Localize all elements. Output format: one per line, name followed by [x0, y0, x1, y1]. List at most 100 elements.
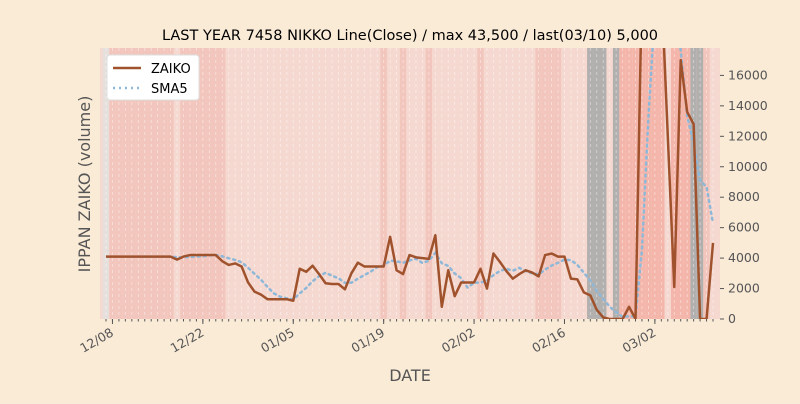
day-band	[225, 48, 232, 319]
day-band	[206, 48, 213, 319]
y-tick-label: 10000	[728, 159, 768, 174]
y-tick-label: 12000	[728, 128, 768, 143]
day-band	[464, 48, 471, 319]
day-band	[658, 48, 665, 319]
day-band	[257, 48, 265, 319]
day-band	[173, 48, 181, 319]
day-band	[335, 48, 342, 319]
day-band	[322, 48, 329, 319]
day-band	[548, 48, 555, 319]
day-band	[496, 48, 504, 319]
y-tick-label: 4000	[728, 250, 760, 265]
day-band	[128, 48, 136, 319]
day-band	[593, 48, 600, 319]
day-band	[160, 48, 168, 319]
day-band	[541, 48, 549, 319]
day-band	[483, 48, 491, 319]
day-band	[638, 48, 646, 319]
x-axis-label: DATE	[389, 366, 431, 385]
chart-title: LAST YEAR 7458 NIKKO Line(Close) / max 4…	[162, 28, 658, 44]
x-tick-label: 12/22	[168, 325, 207, 356]
sma5-line	[130, 48, 715, 319]
day-band	[412, 48, 420, 319]
day-band	[690, 48, 697, 319]
day-band	[315, 48, 323, 319]
day-band	[251, 48, 258, 319]
y-tick-label: 16000	[728, 67, 768, 82]
day-band	[425, 48, 433, 319]
day-band	[406, 48, 413, 319]
x-tick-label: 01/19	[348, 325, 387, 356]
day-band	[361, 48, 368, 319]
day-band	[167, 48, 174, 319]
day-band	[677, 48, 684, 319]
day-band	[219, 48, 226, 319]
day-band	[567, 48, 575, 319]
day-band	[574, 48, 581, 319]
day-band	[490, 48, 497, 319]
y-axis-label: IPPAN ZAIKO (volume)	[75, 96, 94, 273]
day-band	[193, 48, 200, 319]
day-band	[696, 48, 704, 319]
legend-zaiko-label: ZAIKO	[151, 62, 191, 77]
day-band	[503, 48, 510, 319]
day-band	[309, 48, 316, 319]
day-band	[122, 48, 129, 319]
legend-sma5-label: SMA5	[151, 82, 188, 97]
day-band	[438, 48, 446, 319]
x-tick-label: 03/02	[620, 325, 659, 356]
x-tick-label: 01/05	[258, 325, 297, 356]
day-shading-bands	[100, 48, 720, 319]
day-band	[470, 48, 478, 319]
day-band	[451, 48, 458, 319]
day-band	[651, 48, 659, 319]
day-band	[477, 48, 484, 319]
day-band	[109, 48, 116, 319]
day-band	[612, 48, 620, 319]
day-band	[625, 48, 633, 319]
day-band	[231, 48, 239, 319]
day-band	[619, 48, 626, 319]
day-band	[561, 48, 568, 319]
day-band	[186, 48, 194, 319]
day-band	[516, 48, 523, 319]
day-band	[367, 48, 374, 319]
day-band	[683, 48, 691, 319]
day-band	[445, 48, 452, 319]
day-band	[348, 48, 355, 319]
day-band	[393, 48, 400, 319]
day-band	[432, 48, 439, 319]
day-band	[703, 48, 710, 319]
day-band	[154, 48, 161, 319]
day-band	[244, 48, 252, 319]
day-band	[632, 48, 639, 319]
day-band	[115, 48, 123, 319]
day-band	[522, 48, 529, 319]
day-band	[554, 48, 562, 319]
series-lines	[106, 48, 715, 319]
day-band	[509, 48, 517, 319]
day-band	[373, 48, 381, 319]
day-band	[199, 48, 207, 319]
day-band	[102, 48, 110, 319]
x-tick-label: 02/16	[529, 325, 568, 356]
day-band	[302, 48, 310, 319]
y-tick-label: 14000	[728, 98, 768, 113]
day-band	[283, 48, 291, 319]
day-band	[528, 48, 536, 319]
day-band	[457, 48, 465, 319]
x-tick-label: 12/08	[77, 325, 116, 356]
day-band	[386, 48, 394, 319]
day-band	[341, 48, 349, 319]
y-tick-label: 2000	[728, 281, 760, 296]
y-tick-label: 6000	[728, 220, 760, 235]
day-band	[296, 48, 303, 319]
x-tick-label: 02/02	[439, 325, 478, 356]
day-band	[290, 48, 297, 319]
day-band	[419, 48, 426, 319]
day-band	[328, 48, 336, 319]
day-band	[535, 48, 542, 319]
zaiko-line	[106, 48, 715, 319]
day-band	[664, 48, 672, 319]
